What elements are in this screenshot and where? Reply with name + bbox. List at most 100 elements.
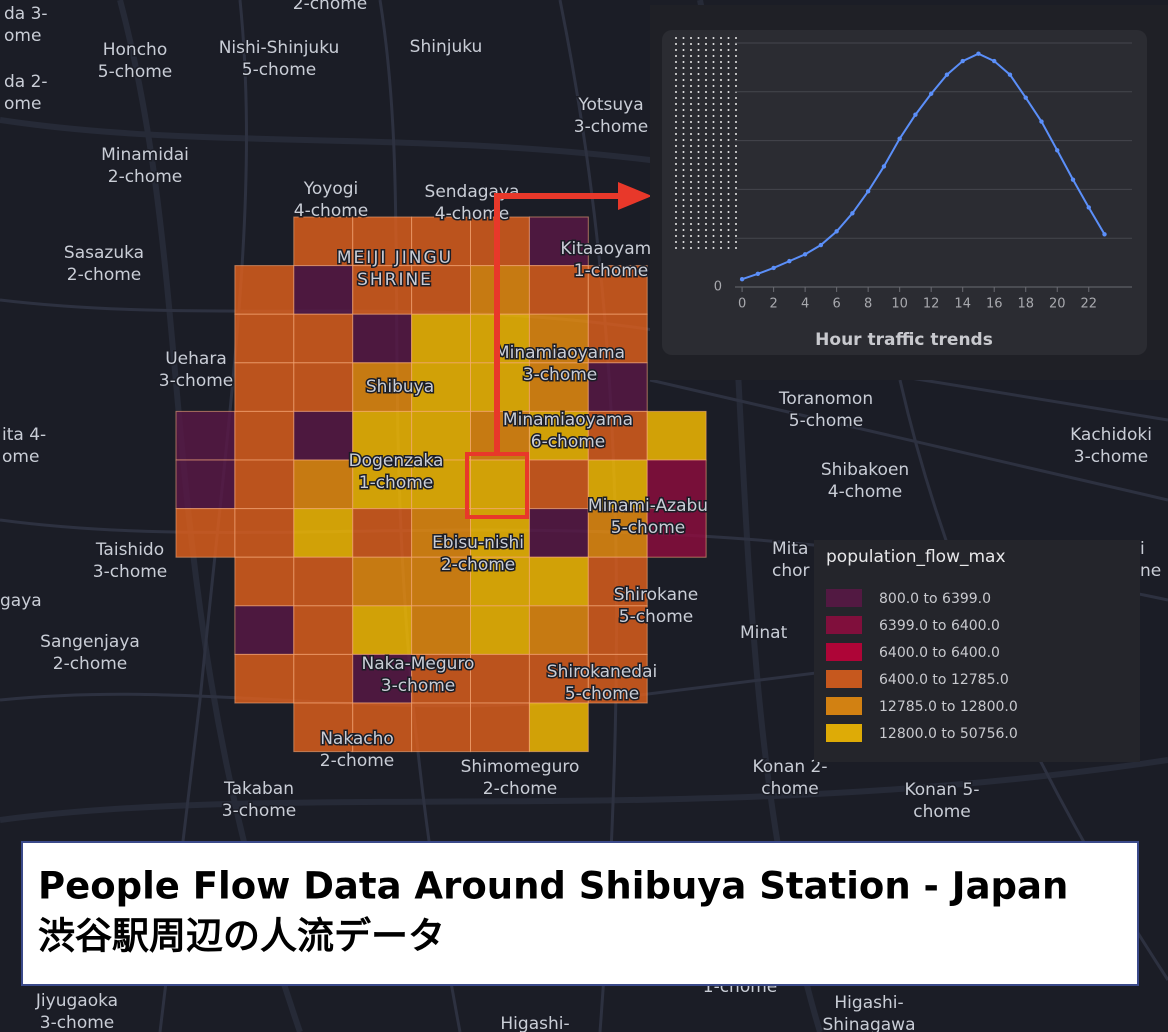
dot: [735, 163, 737, 165]
map-label: Higashi-: [834, 993, 903, 1013]
x-tick-label: 10: [891, 297, 908, 312]
dot: [690, 127, 692, 129]
dot: [675, 199, 677, 201]
dot: [735, 247, 737, 249]
point: [1086, 205, 1091, 210]
dot: [720, 61, 722, 63]
grid-cell: [352, 459, 413, 510]
dot: [690, 37, 692, 39]
map-label: Konan 2-: [752, 757, 827, 777]
map-label: Minami-Azabu: [588, 496, 708, 516]
dot: [690, 199, 692, 201]
dot: [690, 91, 692, 93]
dot: [675, 91, 677, 93]
dot: [727, 109, 730, 111]
dot: [735, 121, 737, 123]
district-label: Shibuya: [366, 377, 434, 397]
dot: [690, 151, 692, 153]
grid-cell: [411, 265, 472, 315]
district-label: Shinjuku: [410, 37, 483, 57]
point: [850, 211, 855, 216]
dot: [682, 37, 685, 39]
grid-cell: [293, 605, 354, 655]
dot: [690, 139, 692, 141]
dot: [705, 73, 707, 75]
grid-cell: [234, 313, 295, 364]
dot: [697, 187, 700, 189]
dot: [705, 211, 707, 213]
dot: [697, 139, 700, 141]
dot: [735, 79, 737, 81]
dot: [720, 247, 722, 249]
dot: [690, 229, 692, 231]
point: [913, 112, 918, 117]
dot: [682, 115, 685, 117]
grid-cell: [528, 508, 589, 558]
title-background: [21, 841, 1139, 986]
grid-cell: [352, 702, 413, 753]
dot: [720, 97, 722, 99]
x-tick-label: 8: [864, 297, 872, 312]
dot: [712, 61, 715, 63]
dot: [690, 181, 692, 183]
dot: [712, 241, 715, 243]
dot: [705, 151, 707, 153]
dot: [712, 145, 715, 147]
dot: [705, 115, 707, 117]
title: People Flow Data Around Shibuya Station …: [38, 865, 1068, 908]
legend-swatch: [826, 697, 862, 715]
dot: [720, 139, 722, 141]
dot: [697, 217, 700, 219]
dot: [682, 55, 685, 57]
dot: [697, 199, 700, 201]
dot: [690, 79, 692, 81]
map-label: MEIJI JINGU: [337, 248, 453, 268]
dot: [690, 73, 692, 75]
map-label: Mita: [772, 539, 808, 559]
map-label: Takaban: [223, 779, 294, 799]
dot: [697, 157, 700, 159]
dot: [735, 127, 737, 129]
map-label: ne: [1140, 561, 1161, 581]
map-label: Dogenzaka: [349, 451, 444, 471]
dot: [712, 175, 715, 177]
dot: [682, 211, 685, 213]
dot: [690, 67, 692, 69]
dot: [727, 67, 730, 69]
dot: [720, 73, 722, 75]
dot: [705, 175, 707, 177]
point: [1070, 177, 1076, 182]
dot: [735, 175, 737, 177]
point: [1007, 72, 1013, 77]
dot: [727, 127, 730, 129]
dot: [727, 175, 730, 177]
dot: [690, 145, 692, 147]
dot: [697, 109, 700, 111]
map-label: 5-chome: [789, 411, 864, 431]
dot: [675, 55, 677, 57]
map-label: 3-chome: [222, 801, 297, 821]
map-label: 3-chome: [93, 562, 168, 582]
dot: [705, 181, 707, 183]
dot: [720, 181, 722, 183]
dot: [675, 79, 677, 81]
legend-background: [814, 540, 1140, 762]
dot: [697, 67, 700, 69]
map-label: chome: [913, 802, 971, 822]
dot: [712, 247, 715, 249]
dot: [705, 205, 707, 207]
map-label: 2-chome: [441, 555, 516, 575]
dot: [675, 67, 677, 69]
point: [802, 252, 808, 257]
dot: [690, 169, 692, 171]
dot: [735, 37, 737, 39]
dot: [690, 97, 692, 99]
map-label: 3-chome: [381, 676, 456, 696]
dot: [705, 169, 707, 171]
arrow-head: [618, 182, 652, 210]
map-label: Sangenjaya: [40, 632, 140, 652]
dot: [675, 223, 677, 225]
dot: [682, 181, 685, 183]
dot: [735, 157, 737, 159]
